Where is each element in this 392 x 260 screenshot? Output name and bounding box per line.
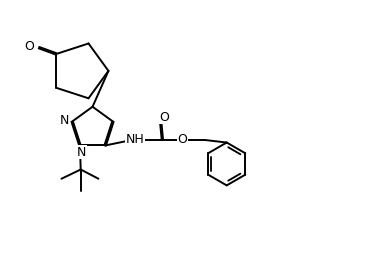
Text: NH: NH xyxy=(125,133,144,146)
Text: O: O xyxy=(178,133,187,146)
Text: N: N xyxy=(77,146,87,159)
Text: O: O xyxy=(24,40,34,53)
Text: O: O xyxy=(159,110,169,124)
Text: N: N xyxy=(60,114,69,127)
